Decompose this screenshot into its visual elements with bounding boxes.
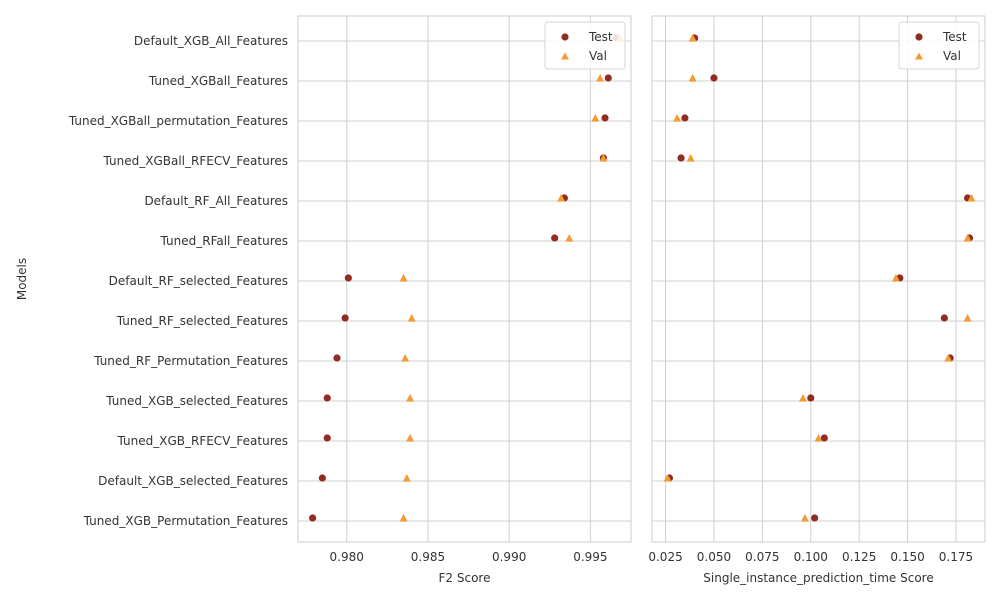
val-point	[557, 193, 566, 202]
y-tick-label: Tuned_RF_selected_Features	[116, 314, 288, 328]
val-point	[565, 233, 574, 242]
x-tick-label: 0.150	[890, 550, 924, 564]
test-point	[677, 154, 685, 162]
test-point	[681, 114, 689, 122]
x-tick-label: 0.995	[573, 550, 607, 564]
val-point	[891, 273, 900, 282]
val-point	[814, 433, 823, 442]
legend-val-marker	[561, 52, 569, 60]
val-point	[599, 153, 608, 162]
val-point	[963, 233, 972, 242]
val-point	[407, 313, 416, 322]
val-point	[963, 313, 972, 322]
val-point	[591, 113, 600, 122]
test-point	[344, 274, 352, 282]
y-tick-label: Tuned_XGBall_Features	[148, 74, 288, 88]
legend-box	[544, 21, 626, 70]
x-tick-label: 0.125	[842, 550, 876, 564]
x-tick-label: 0.175	[939, 550, 973, 564]
y-tick-label: Tuned_RF_Permutation_Features	[93, 354, 288, 368]
y-tick-label: Tuned_XGB_Permutation_Features	[83, 514, 288, 528]
val-point	[688, 73, 697, 82]
y-axis-label: Models	[15, 258, 29, 300]
val-point	[399, 513, 408, 522]
val-point	[406, 393, 415, 402]
x-tick-label: 0.100	[794, 550, 828, 564]
y-tick-label: Tuned_XGB_selected_Features	[105, 394, 288, 408]
val-point	[673, 113, 682, 122]
x-tick-label: 0.025	[648, 550, 682, 564]
test-point	[710, 74, 718, 82]
test-point	[551, 234, 559, 242]
legend-box	[898, 21, 980, 70]
x-tick-label: 0.075	[745, 550, 779, 564]
val-point	[402, 473, 411, 482]
val-point	[399, 273, 408, 282]
x-tick-label: 0.980	[330, 550, 364, 564]
val-point	[663, 473, 672, 482]
panel-f2-score: 0.980 0.985 0.990 0.995 Default_XGB_All_Feat…	[68, 15, 632, 585]
legend-test-label: Test	[942, 30, 967, 44]
legend-test-marker	[561, 33, 569, 41]
test-point	[323, 434, 331, 442]
val-point	[688, 33, 697, 42]
panel-prediction-time: 0.025 0.050 0.075 0.100 0.125 0.150 0.175 Singl…	[648, 15, 986, 585]
y-tick-label: Default_XGB_All_Features	[134, 34, 288, 48]
test-point	[820, 434, 828, 442]
val-point	[406, 433, 415, 442]
val-point	[401, 353, 410, 362]
val-point	[799, 393, 808, 402]
val-point	[800, 513, 809, 522]
test-point	[309, 514, 317, 522]
test-point	[807, 394, 815, 402]
test-point	[318, 474, 326, 482]
x-tick-label: 0.985	[411, 550, 445, 564]
x-axis-label: Single_instance_prediction_time Score	[703, 571, 933, 585]
y-tick-label: Tuned_XGB_RFECV_Features	[117, 434, 288, 448]
legend-val-marker	[915, 52, 923, 60]
x-tick-label: 0.050	[697, 550, 731, 564]
test-point	[811, 514, 819, 522]
val-point	[944, 353, 953, 362]
test-point	[341, 314, 349, 322]
x-tick-label: 0.990	[492, 550, 526, 564]
plot-frame	[651, 15, 986, 543]
legend-test-marker	[915, 33, 923, 41]
legend-val-label: Val	[589, 49, 607, 63]
val-point	[686, 153, 695, 162]
y-tick-label: Tuned_XGBall_permutation_Features	[68, 114, 288, 128]
x-axis-label: F2 Score	[439, 571, 491, 585]
val-point	[967, 193, 976, 202]
y-tick-label: Default_RF_selected_Features	[109, 274, 288, 288]
y-tick-label: Default_RF_All_Features	[144, 194, 288, 208]
test-point	[940, 314, 948, 322]
test-point	[333, 354, 341, 362]
y-tick-label: Tuned_RFall_Features	[160, 234, 288, 248]
legend-test-label: Test	[588, 30, 613, 44]
test-point	[601, 114, 609, 122]
plot-frame	[297, 15, 632, 543]
test-point	[323, 394, 331, 402]
legend-val-label: Val	[943, 49, 961, 63]
val-point	[596, 73, 605, 82]
y-tick-label: Default_XGB_selected_Features	[98, 474, 288, 488]
y-tick-label: Tuned_XGBall_RFECV_Features	[103, 154, 289, 168]
test-point	[604, 74, 612, 82]
